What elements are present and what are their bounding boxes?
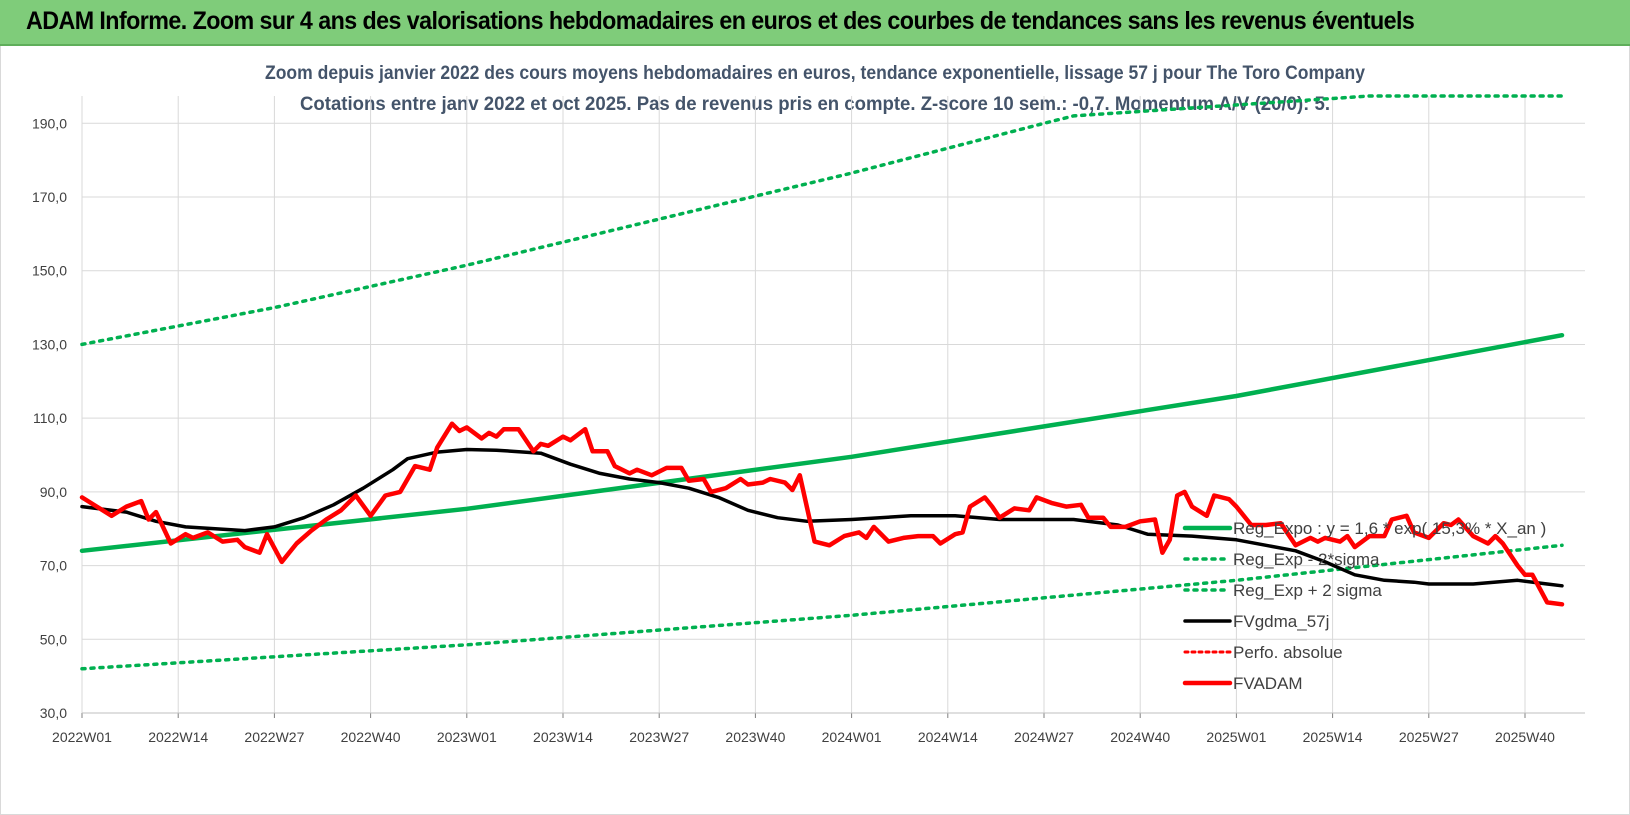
x-tick-label: 2022W14 <box>148 729 208 745</box>
legend-label-1: Reg_Exp - 2*sigma <box>1233 550 1380 569</box>
gridlines <box>81 96 1585 714</box>
x-tick-label: 2023W40 <box>725 729 785 745</box>
x-tick-label: 2024W14 <box>918 729 978 745</box>
x-tick-label: 2024W01 <box>822 729 882 745</box>
page-title: ADAM Informe. Zoom sur 4 ans des valoris… <box>26 7 1415 35</box>
legend-label-2: Reg_Exp + 2 sigma <box>1233 581 1382 600</box>
x-tick-label: 2025W40 <box>1495 729 1555 745</box>
plot-area <box>79 94 1565 671</box>
chart-subtitle: Cotations entre janv 2022 et oct 2025. P… <box>300 94 1330 115</box>
legend-label-0: Reg_Expo : y = 1,6 * exp( 15,3% * X_an ) <box>1233 519 1546 538</box>
y-tick-label: 30,0 <box>40 705 67 721</box>
legend: Reg_Expo : y = 1,6 * exp( 15,3% * X_an )… <box>1182 519 1546 693</box>
series-line-2 <box>80 94 1564 347</box>
x-tick-label: 2024W40 <box>1110 729 1170 745</box>
x-tick-label: 2023W14 <box>533 729 593 745</box>
x-tick-label: 2025W27 <box>1399 729 1459 745</box>
chart-title: Zoom depuis janvier 2022 des cours moyen… <box>265 63 1365 84</box>
x-tick-label: 2022W27 <box>244 729 304 745</box>
legend-label-4: Perfo. absolue <box>1233 643 1343 662</box>
x-tick-label: 2022W40 <box>341 729 401 745</box>
y-axis: 30,0 50,0 70,0 90,0 110,0 130,0 150,0 170,0 190,… <box>32 115 67 721</box>
series-line-3 <box>80 447 1564 588</box>
y-tick-label: 150,0 <box>32 263 67 279</box>
header-bar: ADAM Informe. Zoom sur 4 ans des valoris… <box>0 0 1630 46</box>
y-tick-label: 130,0 <box>32 336 67 352</box>
y-tick-label: 90,0 <box>40 484 67 500</box>
x-axis: 2022W01 2022W14 2022W27 2022W40 2023W01 2023W… <box>52 712 1585 745</box>
y-tick-label: 70,0 <box>40 558 67 574</box>
legend-label-5: FVADAM <box>1233 674 1303 693</box>
series-line-5 <box>79 421 1565 607</box>
line-chart: Zoom depuis janvier 2022 des cours moyen… <box>32 63 1585 745</box>
x-tick-label: 2022W01 <box>52 729 112 745</box>
y-tick-label: 170,0 <box>32 189 67 205</box>
x-tick-label: 2023W01 <box>437 729 497 745</box>
y-tick-label: 110,0 <box>33 410 67 426</box>
x-tick-label: 2025W14 <box>1303 729 1363 745</box>
x-tick-label: 2024W27 <box>1014 729 1074 745</box>
y-tick-label: 50,0 <box>40 631 67 647</box>
x-tick-label: 2023W27 <box>629 729 689 745</box>
series-line-0 <box>79 332 1565 554</box>
x-tick-label: 2025W01 <box>1206 729 1266 745</box>
y-tick-label: 190,0 <box>32 115 67 131</box>
legend-label-3: FVgdma_57j <box>1233 612 1329 631</box>
